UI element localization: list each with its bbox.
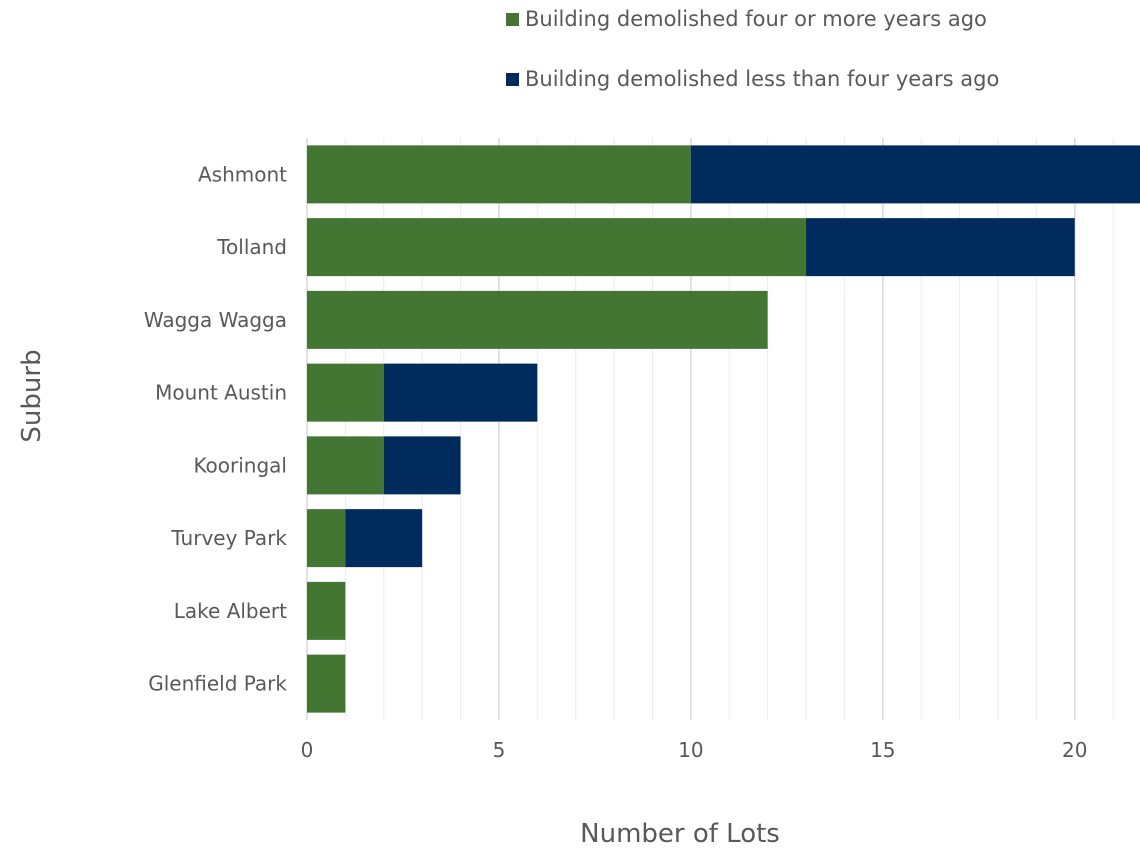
x-tick-label: 5	[493, 738, 506, 762]
bars	[307, 145, 1140, 713]
category-label: Lake Albert	[174, 599, 287, 623]
y-axis-title: Suburb	[17, 349, 47, 442]
category-label: Turvey Park	[170, 526, 287, 550]
category-label: Ashmont	[198, 162, 287, 186]
x-axis-ticks: 0 5 10 15 20	[301, 738, 1088, 762]
legend-swatch-older	[506, 12, 519, 26]
bar-older-ashmont	[307, 145, 691, 204]
bar-recent-turvey-park	[345, 509, 423, 568]
bar-older-wagga-wagga	[307, 290, 768, 349]
category-label: Wagga Wagga	[144, 308, 287, 332]
legend-label-older: Building demolished four or more years a…	[525, 7, 987, 31]
bar-recent-ashmont	[690, 145, 1140, 204]
legend-item-older: Building demolished four or more years a…	[506, 7, 987, 31]
x-tick-label: 20	[1062, 738, 1087, 762]
bar-older-lake-albert	[307, 581, 346, 640]
bar-recent-mount-austin	[383, 363, 538, 422]
y-axis-categories: Ashmont Tolland Wagga Wagga Mount Austin Koo…	[144, 162, 288, 695]
category-label: Glenfield Park	[148, 672, 287, 696]
bar-older-glenfield-park	[307, 654, 346, 713]
bar-recent-tolland	[806, 218, 1075, 277]
category-label: Kooringal	[193, 453, 287, 477]
x-axis-title: Number of Lots	[580, 819, 780, 845]
x-tick-label: 0	[301, 738, 314, 762]
legend-item-recent: Building demolished less than four years…	[506, 67, 999, 91]
legend-label-recent: Building demolished less than four years…	[525, 67, 1000, 91]
bar-older-mount-austin	[307, 363, 384, 422]
category-label: Mount Austin	[155, 381, 287, 405]
category-label: Tolland	[216, 235, 287, 259]
bar-older-kooringal	[307, 436, 384, 495]
bar-recent-kooringal	[383, 436, 461, 495]
x-tick-label: 10	[678, 738, 703, 762]
bar-older-turvey-park	[307, 509, 346, 568]
legend-swatch-recent	[506, 72, 519, 86]
bar-older-tolland	[307, 218, 807, 277]
x-tick-label: 15	[870, 738, 895, 762]
